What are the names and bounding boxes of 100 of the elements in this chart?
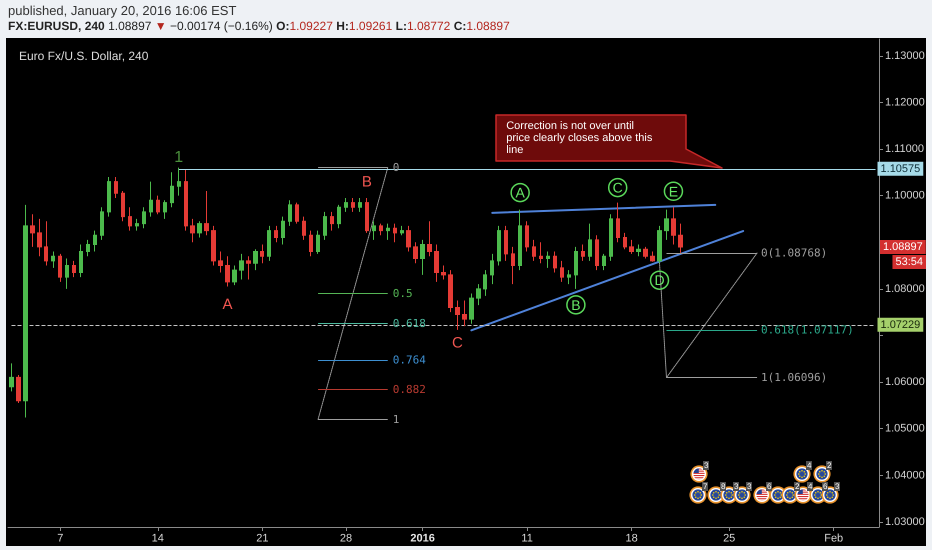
candlestick (149, 181, 153, 218)
candlestick (163, 200, 167, 220)
y-tick-label: 1.12000 (885, 96, 925, 108)
candlestick (79, 244, 83, 278)
candlestick (462, 300, 467, 327)
candlestick (246, 256, 251, 280)
annotation: A (515, 184, 526, 201)
candlestick (239, 253, 244, 280)
annotation: 6 (822, 482, 828, 491)
candlestick (309, 230, 313, 257)
candlestick (170, 172, 174, 208)
y-tick-label: 1.10000 (885, 190, 925, 202)
candlestick (30, 214, 35, 248)
annotation: 7 (702, 482, 708, 491)
candlestick (365, 197, 369, 234)
candlestick (441, 265, 446, 280)
annotation: 1 (174, 149, 184, 166)
candlestick (100, 206, 104, 240)
annotation: E (668, 183, 678, 200)
candlestick (413, 242, 418, 264)
y-tick-label: 1.03000 (885, 516, 925, 528)
annotation: D (654, 272, 665, 288)
candlestick (532, 239, 536, 262)
y-tick-label: 1.06000 (885, 376, 925, 388)
y-tick-label: 1.13000 (885, 50, 925, 62)
candlestick (93, 230, 97, 252)
x-tick-label: 25 (723, 532, 736, 544)
y-tick-label: 1.11000 (885, 143, 924, 155)
candlestick (197, 220, 202, 238)
candlestick (44, 220, 48, 266)
candlestick (253, 248, 258, 271)
candlestick (16, 374, 21, 404)
candlestick (218, 251, 223, 274)
candlestick (232, 265, 237, 286)
candlestick (274, 225, 278, 243)
candlestick (636, 244, 641, 257)
candlestick (553, 251, 557, 274)
annotation: 0.764 (392, 354, 426, 367)
candlestick (121, 190, 125, 222)
candlestick (344, 197, 348, 212)
candlestick (351, 197, 355, 212)
candlestick (86, 239, 90, 257)
candlestick (302, 216, 306, 240)
candlestick (260, 244, 264, 264)
ref-line-label: 0(1.08768) (761, 246, 828, 260)
annotation: 4 (807, 482, 814, 491)
candlestick (65, 258, 69, 290)
candlestick (469, 292, 474, 324)
candlestick (295, 202, 299, 224)
x-tick-label: Feb (824, 532, 844, 544)
candlestick (114, 176, 118, 198)
candlestick (671, 206, 676, 246)
candlestick (518, 209, 522, 271)
text: 53:54 (895, 256, 923, 268)
candlestick (616, 202, 620, 243)
candlestick (560, 260, 564, 282)
candlestick (156, 195, 160, 215)
annotation: 4 (806, 461, 812, 470)
text: 1.08897 (883, 241, 923, 254)
annotation: 1 (392, 412, 400, 426)
candlestick (546, 251, 550, 268)
candlestick (511, 246, 515, 285)
candlestick (330, 211, 334, 232)
candlestick (609, 214, 613, 262)
candlestick (337, 204, 341, 229)
annotation: 6 (766, 482, 772, 491)
candlestick (497, 225, 501, 266)
candlestick (37, 218, 42, 257)
annotation: 2 (794, 482, 800, 491)
candlestick (574, 246, 578, 290)
candlestick (483, 270, 487, 296)
candlestick (225, 256, 230, 287)
text: FX:EURUSD, 240 1.08897 ▼ −0.00174 (−0.16%) O:1.09227 H:1.09261 L:1.08772 C:1.08897 (8, 19, 510, 33)
candlestick (142, 206, 146, 229)
candlestick (267, 225, 271, 262)
candlestick (595, 234, 599, 271)
candlestick (211, 225, 216, 266)
candlestick (204, 190, 209, 236)
text: Euro Fx/U.S. Dollar, 240 (19, 49, 149, 63)
candlestick (476, 284, 481, 306)
annotation: 2 (826, 461, 832, 470)
candlestick (72, 260, 76, 278)
candlestick (678, 223, 683, 254)
candlestick (588, 223, 592, 262)
candlestick (184, 169, 188, 232)
annotation: C (452, 334, 464, 352)
annotation: 8 (720, 482, 726, 491)
candlestick (448, 270, 453, 313)
candlestick (281, 216, 285, 246)
annotation: 0.882 (392, 383, 426, 396)
annotation: 0.5 (392, 286, 413, 300)
candlestick (135, 218, 139, 232)
candlestick (664, 209, 669, 240)
y-tick-label: 1.05000 (885, 422, 925, 435)
candlestick (643, 246, 648, 260)
candlestick (623, 232, 627, 250)
ref-line-label: 1(1.06096) (761, 371, 828, 384)
candlestick (9, 362, 14, 392)
x-tick-label: 18 (626, 532, 638, 544)
ref-line-label: 1.07229 (880, 318, 920, 331)
